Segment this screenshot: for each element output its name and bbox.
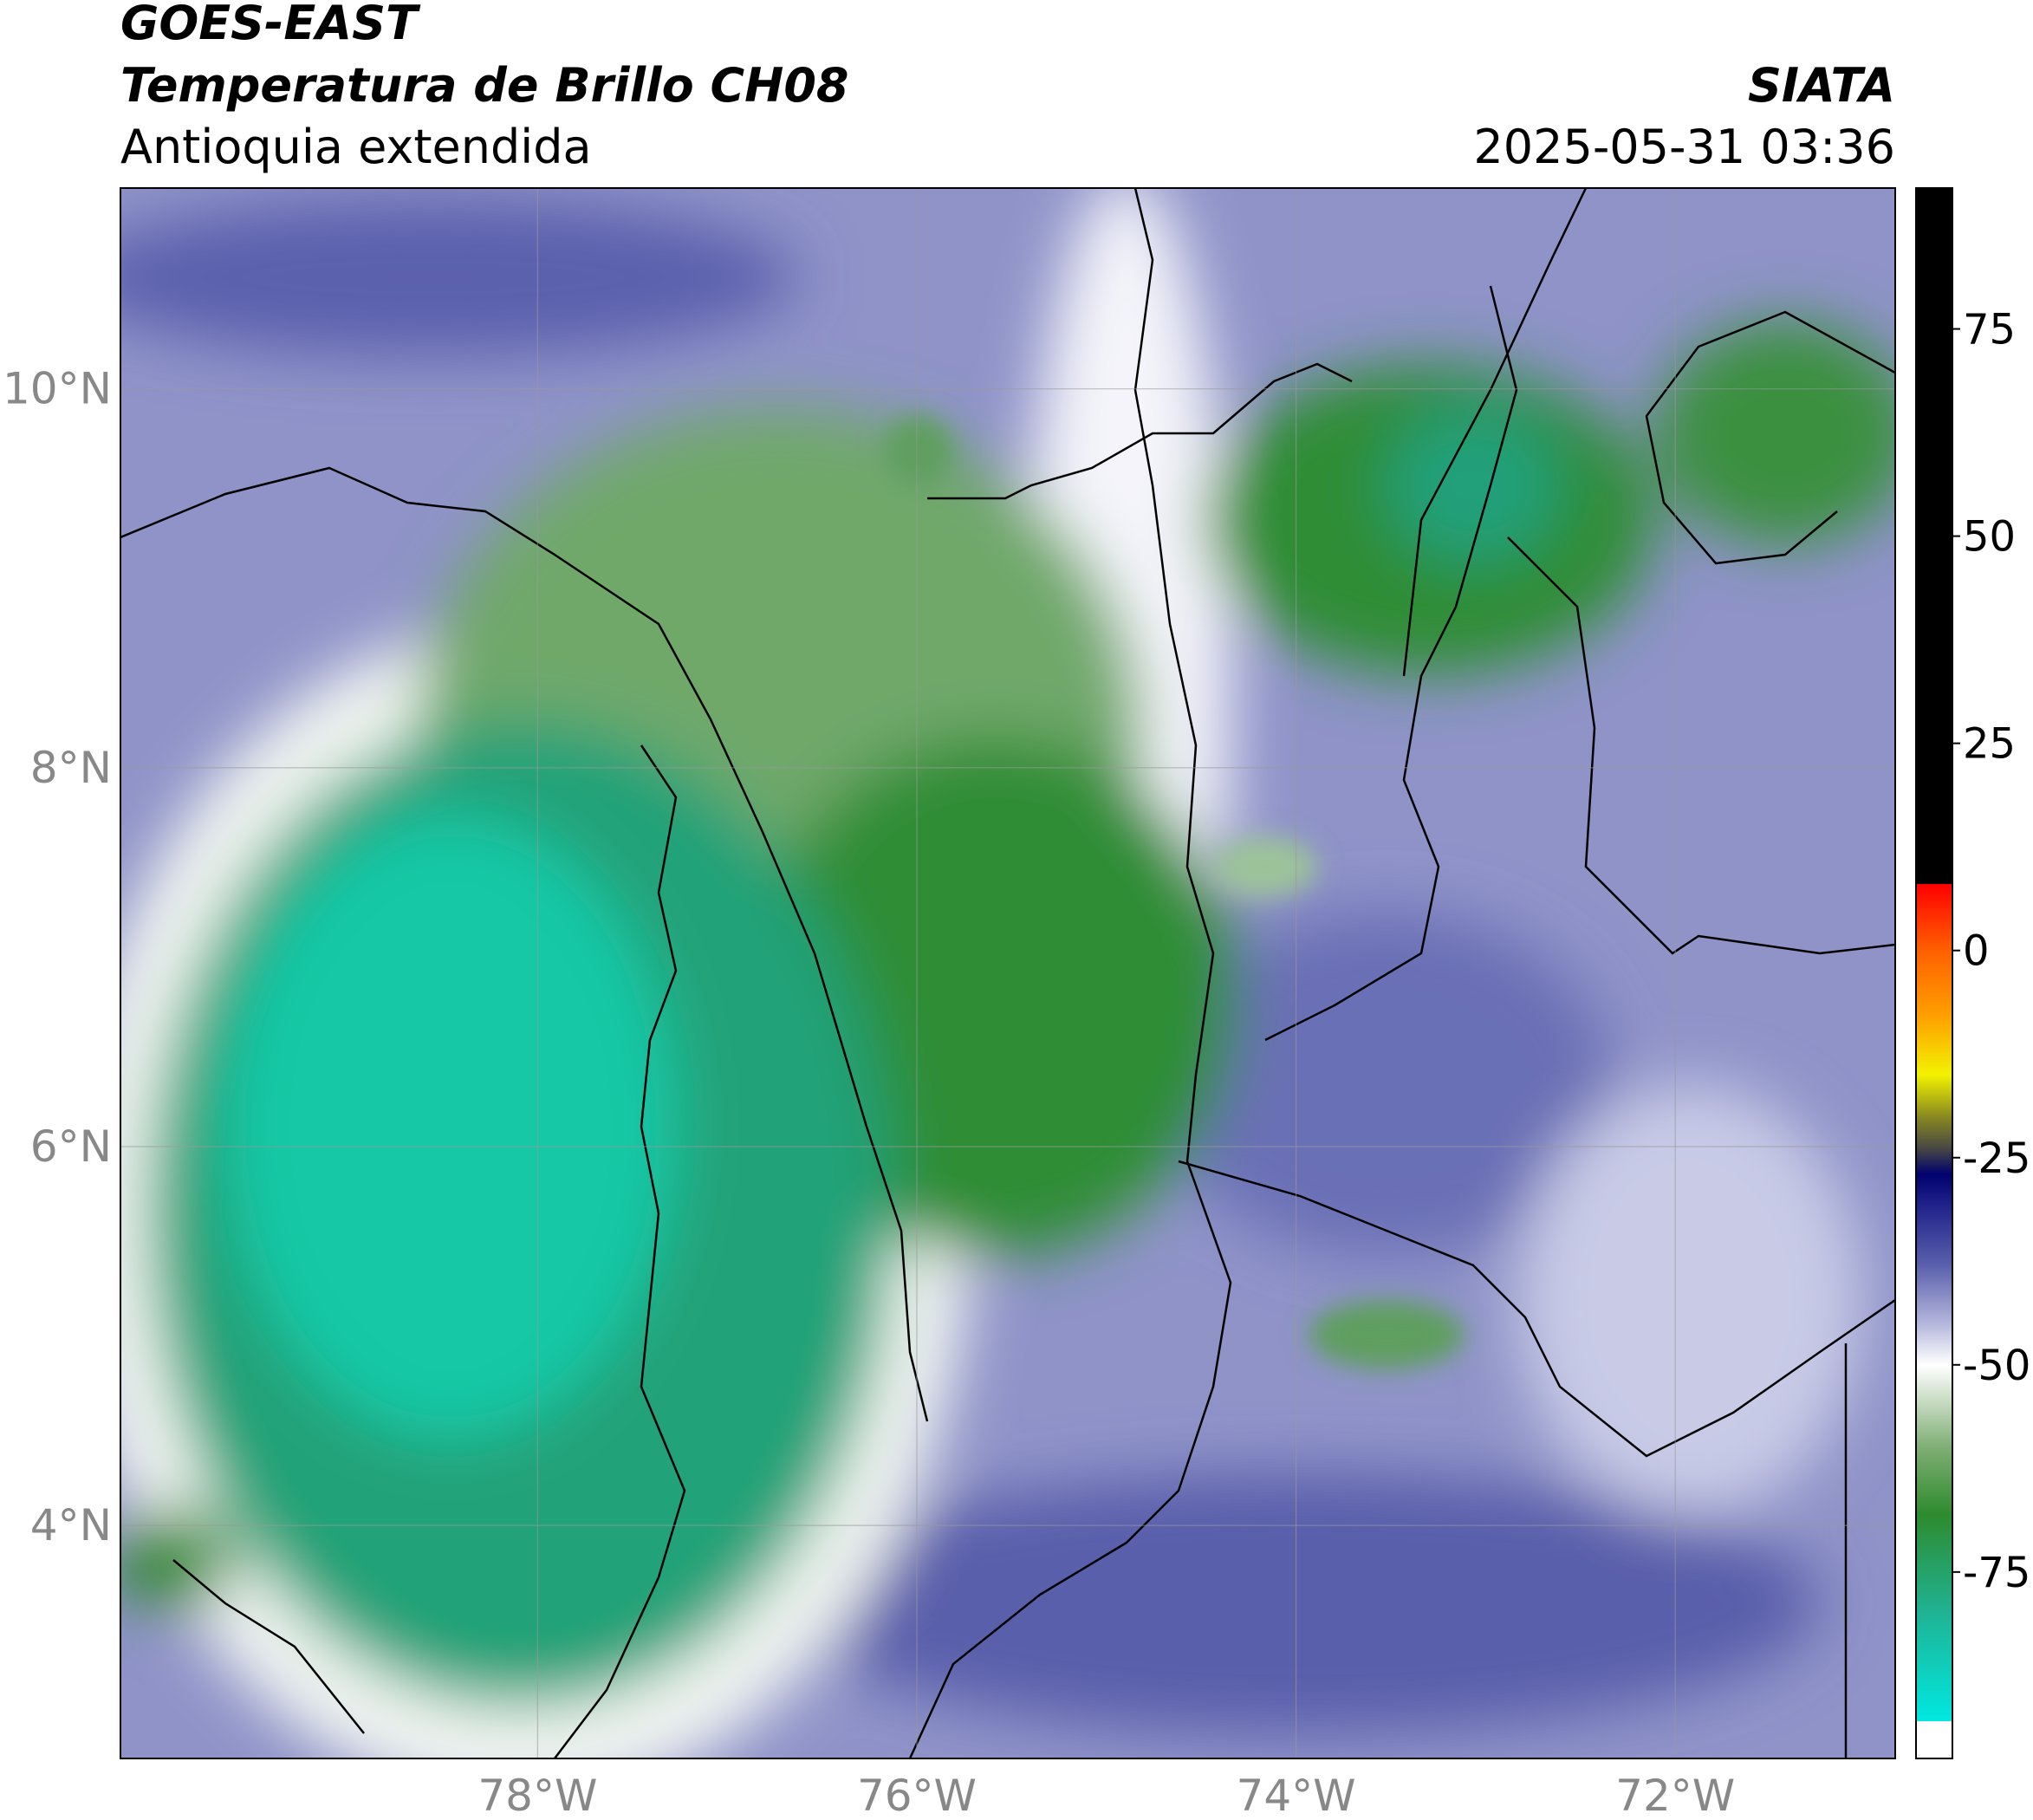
colorbar-tick-label: -50	[1963, 1342, 2030, 1390]
y-tick-label: 4°N	[30, 1500, 112, 1550]
y-tick-label: 8°N	[30, 743, 112, 793]
source: SIATA	[1748, 58, 1895, 113]
x-tick-label: 76°W	[857, 1771, 977, 1820]
colorbar	[1915, 187, 1953, 1759]
colorbar-tick-label: 25	[1963, 720, 2016, 769]
y-tick-label: 10°N	[3, 364, 112, 414]
borders	[120, 188, 1895, 1758]
map-frame	[120, 187, 1896, 1759]
colorbar-tick-label: 75	[1963, 306, 2016, 354]
colorbar-tick-label: 50	[1963, 513, 2016, 562]
map-image	[120, 188, 1895, 1758]
x-tick-label: 72°W	[1615, 1771, 1735, 1820]
datetime: 2025-05-31 03:36	[1473, 120, 1895, 174]
graticule	[120, 188, 1895, 1758]
subtitle: Temperatura de Brillo CH08	[120, 58, 849, 113]
colorbar-tick-label: -25	[1963, 1134, 2030, 1183]
x-tick-label: 78°W	[477, 1771, 597, 1820]
y-tick-label: 6°N	[30, 1121, 112, 1172]
colorbar-tick-label: -75	[1963, 1549, 2030, 1597]
colorbar-tick-label: 0	[1963, 927, 1990, 976]
title: GOES-EAST	[120, 0, 421, 50]
region: Antioquia extendida	[120, 120, 592, 174]
x-tick-label: 74°W	[1237, 1771, 1356, 1820]
